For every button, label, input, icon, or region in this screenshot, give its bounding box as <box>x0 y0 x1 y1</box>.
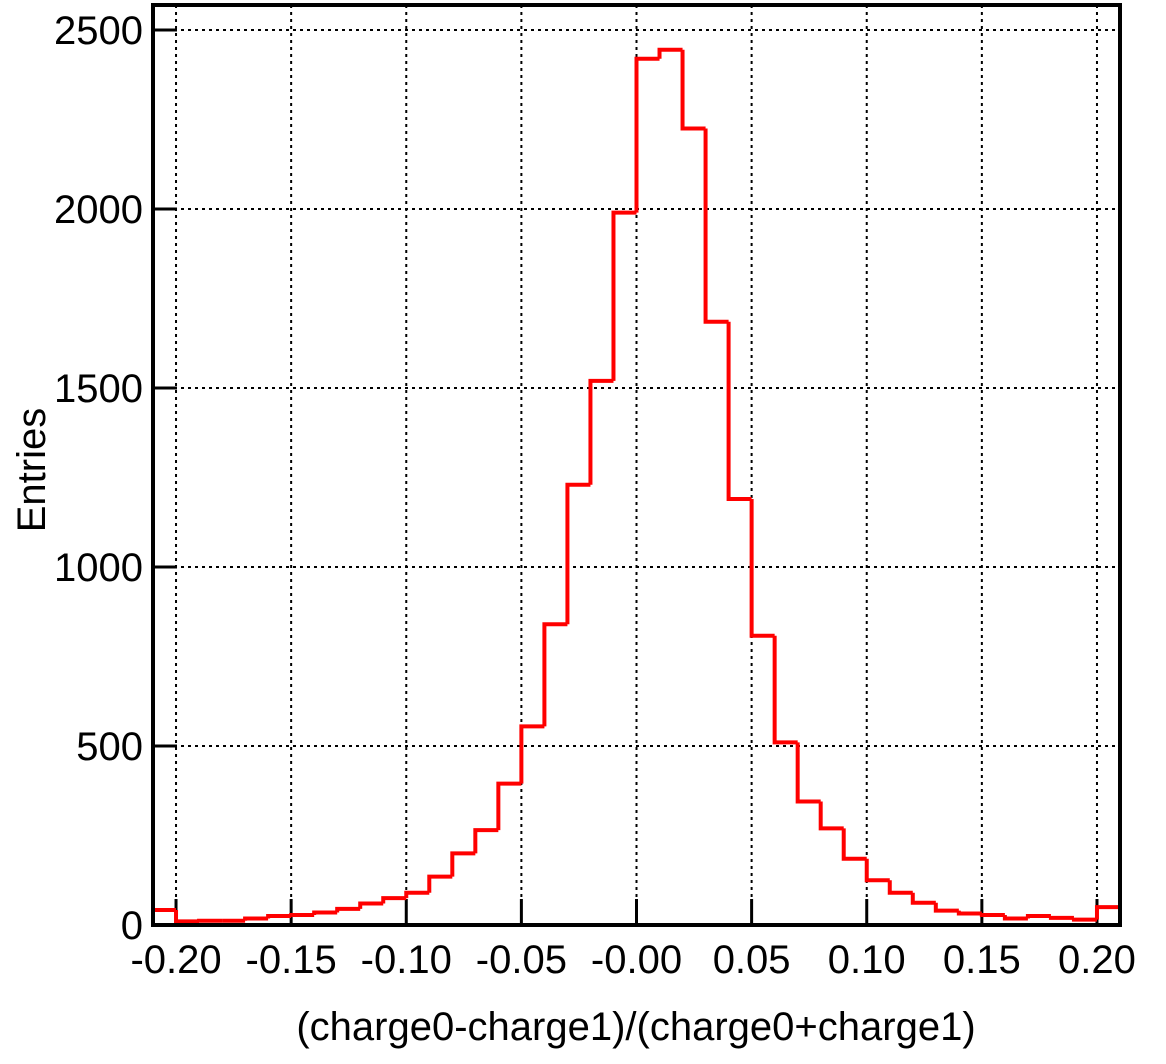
x-tick-label: -0.15 <box>246 938 337 982</box>
histogram-bin <box>772 635 798 745</box>
histogram-bin <box>910 892 936 905</box>
histogram-bin <box>381 896 407 904</box>
histogram-bin <box>243 916 269 921</box>
histogram-bin <box>519 724 545 784</box>
histogram-bin <box>795 742 821 804</box>
histogram-bin <box>427 874 453 893</box>
y-tick-label: 2500 <box>54 9 143 53</box>
histogram-bin <box>565 482 591 625</box>
histogram-bin <box>1048 915 1074 920</box>
histogram-bin <box>1071 917 1097 922</box>
histogram-bin <box>818 801 844 831</box>
x-tick-label: -0.00 <box>591 938 682 982</box>
x-axis-title: (charge0-charge1)/(charge0+charge1) <box>296 1005 975 1049</box>
histogram-bin <box>496 781 522 831</box>
histogram-bin <box>312 910 338 915</box>
histogram-bin <box>358 901 384 909</box>
histogram-bin <box>657 47 683 59</box>
histogram-bin <box>266 914 292 919</box>
histogram-bin <box>174 909 200 924</box>
y-tick-label: 0 <box>121 904 143 948</box>
histogram-bin <box>1094 905 1122 925</box>
histogram-bin <box>473 828 499 854</box>
y-tick-label: 1500 <box>54 367 143 411</box>
histogram-bin <box>588 378 614 485</box>
x-tick-label: 0.05 <box>713 938 791 982</box>
histogram-bin <box>611 210 637 381</box>
x-tick-label: 0.10 <box>828 938 906 982</box>
histogram-bin <box>749 499 775 638</box>
histogram-bin <box>726 321 752 502</box>
histogram-bin <box>404 890 430 899</box>
y-tick-label: 500 <box>76 725 143 769</box>
histogram-bin <box>335 906 361 913</box>
histogram-bin <box>864 858 890 883</box>
histogram-bin <box>450 851 476 877</box>
histogram-bin <box>542 622 568 727</box>
histogram-bin <box>1025 914 1051 919</box>
histogram-bin <box>956 910 982 916</box>
histogram-bin <box>1002 914 1028 921</box>
histogram-bin <box>979 912 1005 917</box>
y-axis-title: Entries <box>10 408 54 533</box>
histogram-bin <box>703 128 729 324</box>
x-tick-label: -0.20 <box>130 938 221 982</box>
x-tick-label: -0.10 <box>361 938 452 982</box>
histogram-bin <box>841 828 867 861</box>
x-tick-label: 0.20 <box>1058 938 1136 982</box>
histogram-bin <box>289 912 315 917</box>
histogram-bin <box>151 907 177 925</box>
histogram-bin <box>197 918 223 923</box>
y-tick-label: 2000 <box>54 188 143 232</box>
histogram-bin <box>933 902 959 913</box>
histogram-bin <box>887 880 913 895</box>
y-tick-label: 1000 <box>54 546 143 590</box>
x-tick-label: 0.15 <box>943 938 1021 982</box>
histogram-bin <box>634 56 660 213</box>
histogram-bin <box>680 49 706 131</box>
x-tick-label: -0.05 <box>476 938 567 982</box>
plot-frame <box>151 3 1122 927</box>
